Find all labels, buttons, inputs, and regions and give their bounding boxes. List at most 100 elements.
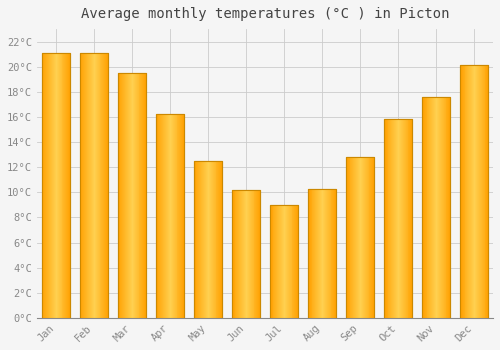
Bar — [82, 53, 84, 318]
Bar — [316, 189, 317, 318]
Bar — [243, 190, 244, 318]
Bar — [354, 157, 355, 318]
Bar — [100, 53, 102, 318]
Bar — [471, 65, 472, 318]
Bar — [480, 65, 482, 318]
Bar — [270, 205, 272, 318]
Bar — [276, 205, 278, 318]
Bar — [67, 53, 68, 318]
Bar — [472, 65, 473, 318]
Bar — [49, 53, 50, 318]
Bar — [403, 119, 404, 318]
Bar — [250, 190, 252, 318]
Bar — [460, 65, 488, 318]
Bar — [464, 65, 466, 318]
Bar — [322, 189, 323, 318]
Bar — [50, 53, 51, 318]
Bar — [477, 65, 478, 318]
Bar — [48, 53, 49, 318]
Bar — [90, 53, 91, 318]
Bar — [212, 161, 214, 318]
Bar — [428, 97, 430, 318]
Bar — [133, 73, 134, 318]
Bar — [308, 189, 336, 318]
Bar — [474, 65, 475, 318]
Bar — [350, 157, 352, 318]
Bar — [104, 53, 105, 318]
Bar — [118, 73, 146, 318]
Bar — [198, 161, 200, 318]
Bar — [286, 205, 287, 318]
Bar — [446, 97, 448, 318]
Bar — [130, 73, 131, 318]
Bar — [439, 97, 440, 318]
Bar — [156, 114, 158, 318]
Bar — [84, 53, 86, 318]
Bar — [164, 114, 165, 318]
Bar — [171, 114, 172, 318]
Bar — [44, 53, 46, 318]
Bar — [60, 53, 62, 318]
Bar — [396, 119, 397, 318]
Bar — [433, 97, 434, 318]
Bar — [234, 190, 236, 318]
Bar — [384, 119, 412, 318]
Bar — [438, 97, 439, 318]
Bar — [308, 189, 336, 318]
Bar — [330, 189, 332, 318]
Bar — [95, 53, 96, 318]
Bar — [96, 53, 98, 318]
Bar — [398, 119, 399, 318]
Bar — [42, 53, 43, 318]
Bar — [259, 190, 260, 318]
Bar — [484, 65, 486, 318]
Bar — [203, 161, 204, 318]
Bar — [158, 114, 160, 318]
Bar — [294, 205, 296, 318]
Bar — [93, 53, 94, 318]
Bar — [321, 189, 322, 318]
Bar — [368, 157, 370, 318]
Bar — [202, 161, 203, 318]
Bar — [422, 97, 424, 318]
Bar — [324, 189, 325, 318]
Bar — [388, 119, 390, 318]
Bar — [478, 65, 479, 318]
Bar — [196, 161, 198, 318]
Bar — [247, 190, 248, 318]
Bar — [364, 157, 366, 318]
Bar — [292, 205, 294, 318]
Bar — [140, 73, 141, 318]
Bar — [178, 114, 180, 318]
Bar — [384, 119, 386, 318]
Bar — [358, 157, 359, 318]
Bar — [399, 119, 400, 318]
Bar — [279, 205, 280, 318]
Bar — [434, 97, 435, 318]
Bar — [64, 53, 66, 318]
Bar — [87, 53, 88, 318]
Bar — [363, 157, 364, 318]
Bar — [242, 190, 243, 318]
Bar — [42, 53, 70, 318]
Bar — [435, 97, 436, 318]
Bar — [210, 161, 211, 318]
Bar — [366, 157, 368, 318]
Bar — [125, 73, 126, 318]
Bar — [326, 189, 328, 318]
Bar — [390, 119, 392, 318]
Bar — [46, 53, 48, 318]
Bar — [384, 119, 412, 318]
Bar — [122, 73, 124, 318]
Bar — [156, 114, 184, 318]
Bar — [470, 65, 471, 318]
Bar — [232, 190, 234, 318]
Bar — [204, 161, 205, 318]
Bar — [232, 190, 260, 318]
Bar — [89, 53, 90, 318]
Bar — [432, 97, 433, 318]
Bar — [270, 205, 298, 318]
Bar — [440, 97, 441, 318]
Bar — [232, 190, 260, 318]
Bar — [132, 73, 133, 318]
